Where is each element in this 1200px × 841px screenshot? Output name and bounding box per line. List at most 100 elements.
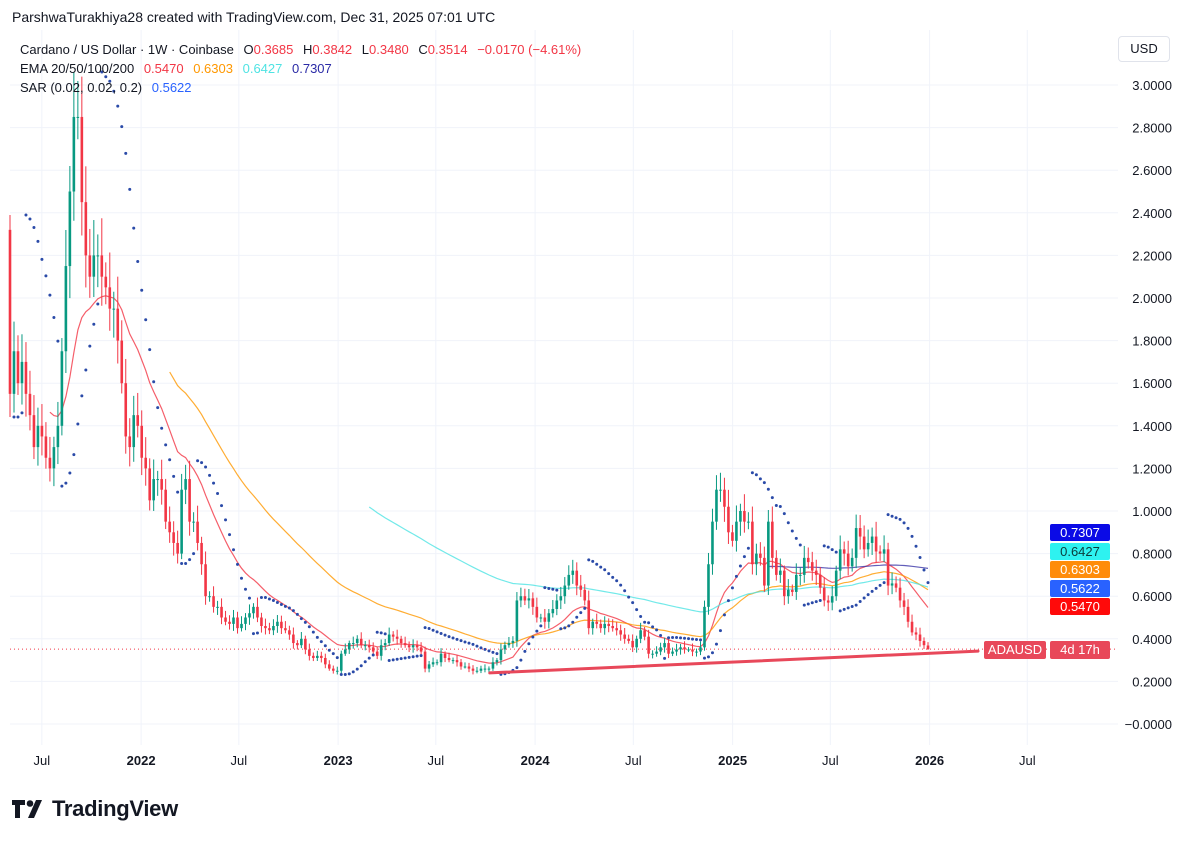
candle[interactable] — [790, 584, 794, 596]
candle[interactable] — [431, 657, 435, 667]
candle[interactable] — [260, 612, 263, 633]
candle[interactable] — [583, 584, 587, 606]
candle[interactable] — [184, 464, 187, 505]
candle[interactable] — [551, 600, 555, 618]
candle[interactable] — [188, 460, 191, 536]
ema-20-line[interactable] — [49, 295, 929, 664]
candle[interactable] — [655, 646, 658, 657]
legend-ema-row[interactable]: EMA 20/50/100/200 0.5470 0.6303 0.6427 0… — [20, 59, 587, 78]
candle[interactable] — [779, 558, 782, 583]
candle[interactable] — [248, 604, 251, 625]
candle[interactable] — [339, 650, 343, 674]
candle[interactable] — [739, 503, 742, 536]
candle[interactable] — [826, 595, 830, 611]
candle[interactable] — [363, 640, 367, 651]
candle[interactable] — [80, 76, 84, 236]
candle[interactable] — [76, 80, 80, 140]
candle[interactable] — [615, 621, 618, 636]
candle[interactable] — [64, 230, 68, 373]
legend-sar-row[interactable]: SAR (0.02, 0.02, 0.2) 0.5622 — [20, 78, 587, 97]
candle[interactable] — [858, 515, 862, 550]
candle[interactable] — [559, 586, 563, 610]
candle[interactable] — [587, 590, 591, 635]
candle[interactable] — [359, 632, 363, 649]
candle[interactable] — [296, 640, 299, 650]
candle[interactable] — [467, 662, 471, 673]
candle[interactable] — [783, 565, 786, 606]
candle[interactable] — [519, 587, 523, 608]
candle[interactable] — [798, 567, 802, 586]
candle[interactable] — [643, 626, 646, 641]
candle[interactable] — [256, 597, 259, 623]
candle[interactable] — [443, 651, 447, 663]
candle[interactable] — [272, 619, 275, 636]
candle[interactable] — [731, 524, 734, 547]
candle[interactable] — [523, 588, 527, 606]
currency-button[interactable]: USD — [1118, 36, 1170, 62]
candle[interactable] — [48, 436, 52, 482]
candle[interactable] — [116, 276, 120, 364]
candle[interactable] — [579, 574, 583, 597]
candle[interactable] — [842, 541, 846, 566]
candle[interactable] — [96, 234, 100, 288]
candle[interactable] — [647, 629, 650, 659]
candle[interactable] — [531, 592, 535, 615]
candle[interactable] — [475, 666, 479, 674]
candle[interactable] — [747, 512, 750, 530]
candle[interactable] — [176, 530, 179, 564]
candle[interactable] — [268, 622, 271, 635]
candle[interactable] — [24, 342, 28, 417]
candle[interactable] — [148, 458, 151, 511]
candle[interactable] — [611, 619, 614, 632]
candle[interactable] — [918, 627, 922, 647]
candle[interactable] — [814, 559, 818, 585]
candle[interactable] — [711, 508, 714, 575]
candle[interactable] — [335, 666, 339, 675]
candle[interactable] — [555, 594, 559, 616]
candle[interactable] — [898, 577, 902, 608]
candle[interactable] — [439, 648, 443, 667]
candle[interactable] — [316, 650, 319, 661]
candle[interactable] — [407, 641, 411, 653]
candle[interactable] — [72, 72, 76, 221]
candle[interactable] — [16, 335, 20, 395]
candle[interactable] — [575, 562, 579, 596]
candle[interactable] — [543, 608, 547, 629]
candle[interactable] — [515, 592, 519, 647]
candle[interactable] — [232, 609, 235, 631]
candle[interactable] — [878, 545, 882, 561]
candle[interactable] — [679, 643, 682, 655]
candle[interactable] — [104, 262, 108, 305]
candle[interactable] — [838, 535, 842, 580]
candle[interactable] — [60, 338, 64, 436]
candle[interactable] — [288, 625, 291, 640]
candle[interactable] — [767, 510, 770, 595]
candle[interactable] — [32, 395, 36, 460]
candle[interactable] — [140, 410, 144, 476]
candle[interactable] — [300, 631, 303, 649]
candle[interactable] — [264, 618, 267, 635]
candle[interactable] — [411, 639, 415, 653]
tradingview-logo[interactable]: TradingView — [12, 796, 178, 822]
candle[interactable] — [40, 404, 44, 456]
candle[interactable] — [846, 540, 850, 576]
candle[interactable] — [715, 475, 718, 530]
candle[interactable] — [108, 252, 112, 331]
candle[interactable] — [866, 529, 870, 557]
candle[interactable] — [810, 551, 814, 581]
candle[interactable] — [403, 636, 407, 648]
candle[interactable] — [902, 592, 906, 616]
candle[interactable] — [52, 436, 56, 487]
candle[interactable] — [379, 639, 383, 661]
candle[interactable] — [599, 619, 603, 633]
candle[interactable] — [328, 660, 331, 671]
candle[interactable] — [755, 543, 758, 576]
candle[interactable] — [312, 652, 315, 662]
candle[interactable] — [794, 563, 798, 600]
symbol-title[interactable]: Cardano / US Dollar · 1W · Coinbase — [20, 42, 234, 57]
candle[interactable] — [886, 542, 890, 596]
candle[interactable] — [635, 635, 638, 653]
candle[interactable] — [850, 548, 854, 572]
candle[interactable] — [503, 641, 507, 654]
candle[interactable] — [399, 635, 403, 648]
